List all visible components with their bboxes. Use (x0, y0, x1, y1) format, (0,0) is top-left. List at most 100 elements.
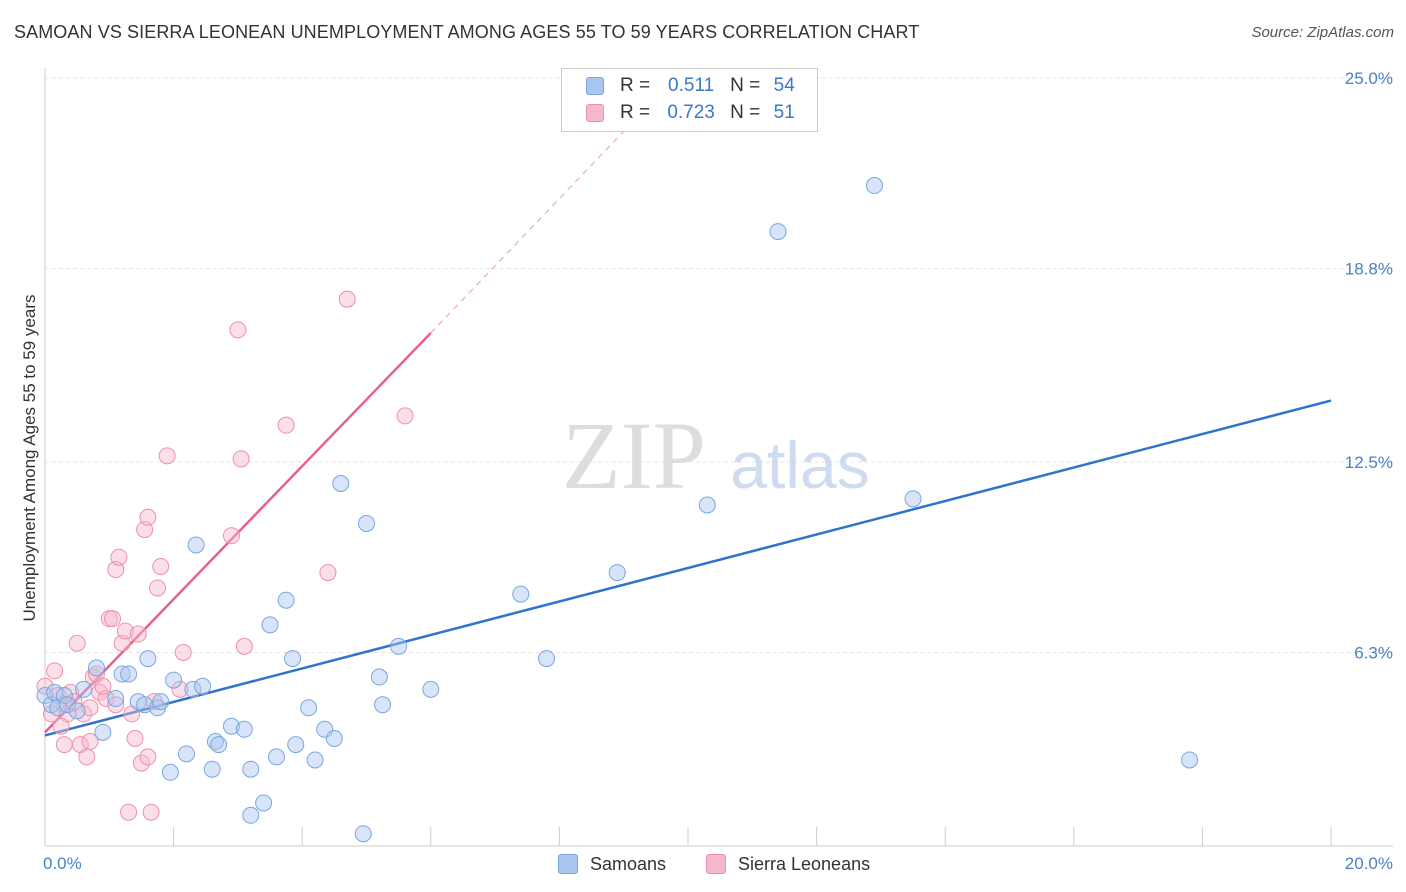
bottom-legend-swatch-samoans (558, 854, 578, 874)
points-samoans (36, 177, 1199, 843)
point-samoan (184, 680, 202, 698)
legend-row-samoans: R = 0.511 N = 54 (586, 73, 802, 99)
point-sierra-leonean (277, 416, 295, 434)
point-sierra-leonean (174, 643, 192, 661)
point-sierra-leonean (396, 407, 414, 425)
point-samoan (390, 637, 408, 655)
legend-swatch-samoans (586, 77, 604, 95)
point-samoan (206, 733, 224, 751)
legend-n-label: N = (730, 102, 761, 123)
legend-r-value: 0.723 (667, 102, 715, 123)
point-samoan (698, 496, 716, 514)
y-tick-label: 12.5% (1345, 453, 1393, 472)
point-samoan (284, 650, 302, 668)
point-samoan (358, 514, 375, 532)
point-sierra-leonean (229, 321, 247, 339)
point-samoan (222, 717, 240, 735)
point-sierra-leonean (110, 548, 128, 566)
point-samoan (277, 591, 295, 609)
legend-r-label: R = (620, 75, 651, 96)
point-sierra-leonean (107, 696, 125, 714)
axes (44, 68, 1393, 847)
point-samoan (267, 748, 285, 766)
point-samoan (287, 736, 305, 754)
chart-title: SAMOAN VS SIERRA LEONEAN UNEMPLOYMENT AM… (14, 22, 920, 42)
bottom-legend-swatch-sierra-leoneans (706, 854, 726, 874)
gridlines (45, 77, 1393, 653)
trend-line-samoans (44, 399, 1332, 737)
point-samoan (165, 671, 183, 689)
point-sierra-leonean (338, 290, 356, 308)
bottom-legend-sierra-leoneans: Sierra Leoneans (706, 852, 870, 876)
point-samoan (306, 751, 324, 769)
legend-r-value: 0.511 (668, 75, 715, 96)
point-sierra-leonean (235, 637, 253, 655)
point-samoan (300, 699, 318, 717)
point-samoan (210, 736, 228, 754)
point-sierra-leonean (78, 748, 96, 766)
point-samoan (512, 585, 530, 603)
bottom-legend-label-samoans: Samoans (590, 853, 667, 874)
watermark: ZIP atlas (562, 402, 870, 509)
point-samoan (904, 490, 922, 508)
point-sierra-leonean (104, 610, 122, 628)
point-sierra-leonean (52, 717, 70, 735)
bottom-legend-label-sierra-leoneans: Sierra Leoneans (738, 853, 871, 874)
point-samoan (354, 825, 372, 843)
point-samoan (332, 475, 350, 493)
trend-line-sierra-leoneans-extension (430, 117, 637, 334)
point-samoan (865, 177, 883, 195)
point-sierra-leonean (139, 748, 157, 766)
point-samoan (152, 693, 170, 711)
legend-swatch-sierra-leoneans (586, 104, 604, 122)
point-sierra-leonean (129, 625, 147, 643)
point-sierra-leonean (171, 680, 189, 698)
y-tick-label: 25.0% (1345, 69, 1393, 88)
point-sierra-leonean (152, 557, 170, 575)
point-sierra-leonean (222, 527, 240, 545)
point-samoan (1181, 751, 1199, 769)
point-samoan (59, 696, 77, 714)
point-samoan (75, 680, 93, 698)
point-samoan (55, 686, 73, 704)
points-sierra-leoneans (36, 290, 414, 821)
point-sierra-leonean (81, 699, 99, 717)
point-sierra-leonean (149, 579, 167, 597)
trend-lines (44, 117, 1332, 737)
y-tick-label: 6.3% (1354, 643, 1393, 662)
y-tick-label: 18.8% (1345, 259, 1393, 278)
point-sierra-leonean (46, 662, 64, 680)
point-sierra-leonean (232, 450, 250, 468)
point-samoan (203, 760, 221, 778)
trend-line-sierra-leoneans (44, 332, 432, 734)
source-credit: Source: ZipAtlas.com (1251, 24, 1394, 41)
legend-n-value: 51 (773, 102, 795, 123)
point-samoan (242, 760, 260, 778)
point-sierra-leonean (319, 564, 337, 582)
point-samoan (139, 650, 157, 668)
legend-n-value: 54 (773, 75, 795, 96)
point-samoan (374, 696, 392, 714)
point-samoan (68, 702, 86, 720)
point-samoan (113, 665, 131, 683)
point-sierra-leonean (120, 803, 138, 821)
point-sierra-leonean (116, 622, 134, 640)
point-samoan (538, 650, 556, 668)
point-samoan (255, 794, 273, 812)
watermark-zip: ZIP (562, 402, 706, 509)
watermark-atlas: atlas (730, 428, 869, 502)
point-samoan (161, 763, 179, 781)
point-sierra-leonean (126, 729, 144, 747)
point-sierra-leonean (142, 803, 160, 821)
point-sierra-leonean (55, 736, 73, 754)
point-samoan (325, 729, 343, 747)
point-sierra-leonean (139, 508, 157, 526)
point-sierra-leonean (94, 677, 112, 695)
point-samoan (608, 564, 626, 582)
point-samoan (187, 536, 205, 554)
point-sierra-leonean (36, 677, 54, 695)
point-sierra-leonean (68, 634, 86, 652)
point-samoan (194, 677, 212, 695)
point-sierra-leonean (158, 447, 176, 465)
